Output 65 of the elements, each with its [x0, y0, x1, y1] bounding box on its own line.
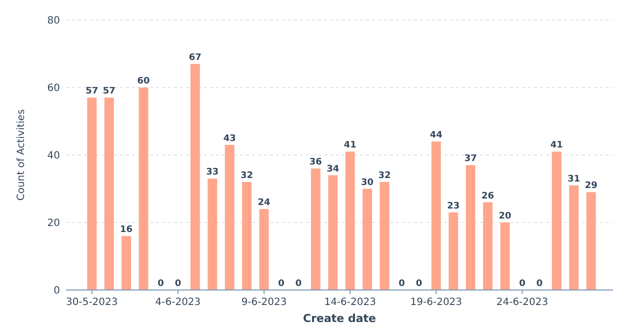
- x-tick-label: 9-6-2023: [241, 297, 287, 308]
- data-label: 0: [398, 279, 405, 289]
- data-label: 31: [568, 174, 580, 184]
- y-tick-label: 40: [47, 150, 60, 162]
- bar: [448, 212, 458, 290]
- data-label: 0: [416, 279, 422, 289]
- data-label: 36: [309, 158, 322, 168]
- y-tick-label: 0: [54, 286, 60, 296]
- data-label: 60: [137, 76, 150, 86]
- bar: [345, 152, 355, 290]
- x-axis-title: Create date: [303, 312, 376, 325]
- bar: [466, 165, 476, 290]
- y-tick-label: 60: [47, 83, 60, 94]
- data-label: 0: [519, 279, 526, 289]
- bar: [259, 209, 269, 290]
- bar: [138, 88, 148, 290]
- bar: [483, 202, 493, 290]
- data-label: 20: [498, 212, 512, 222]
- data-label: 16: [120, 225, 133, 235]
- bar: [380, 182, 390, 290]
- bar: [362, 188, 372, 290]
- data-label: 0: [295, 279, 302, 289]
- x-tick-label: 19-6-2023: [410, 297, 462, 308]
- data-label: 30: [361, 178, 374, 188]
- bar: [328, 175, 338, 290]
- x-tick-label: 30-5-2023: [66, 297, 118, 308]
- bar: [122, 236, 132, 290]
- data-label: 44: [430, 130, 442, 140]
- data-label: 0: [536, 279, 543, 289]
- data-label: 37: [464, 154, 477, 164]
- data-label: 26: [482, 191, 494, 202]
- bar: [552, 152, 562, 290]
- bar: [431, 142, 441, 290]
- y-tick-label: 80: [47, 16, 60, 26]
- bar: [190, 64, 200, 290]
- bar: [87, 98, 97, 290]
- data-label: 0: [174, 279, 182, 289]
- data-label: 29: [584, 181, 598, 192]
- bar: [569, 185, 579, 290]
- data-label: 34: [326, 164, 340, 174]
- data-label: 57: [86, 86, 98, 97]
- bar: [104, 98, 114, 290]
- data-label: 0: [158, 279, 164, 289]
- y-tick-label: 20: [47, 218, 60, 229]
- data-label: 57: [102, 86, 116, 97]
- bar: [500, 222, 510, 290]
- bar: [224, 144, 234, 290]
- bar: [586, 192, 596, 290]
- y-axis-title: Count of Activities: [16, 109, 27, 201]
- data-label: 24: [258, 198, 270, 208]
- data-label: 67: [188, 52, 202, 63]
- data-label: 33: [206, 168, 219, 178]
- data-label: 41: [550, 140, 563, 151]
- data-label: 0: [278, 279, 284, 289]
- x-tick-label: 24-6-2023: [496, 297, 548, 308]
- data-label: 43: [223, 134, 236, 144]
- data-label: 32: [240, 171, 254, 181]
- bar: [242, 182, 252, 290]
- bar: [310, 168, 320, 290]
- bar: [208, 178, 218, 290]
- x-tick-label: 14-6-2023: [324, 297, 376, 308]
- data-label: 41: [344, 140, 356, 151]
- data-label: 32: [378, 171, 391, 181]
- x-tick-label: 4-6-2023: [155, 297, 201, 308]
- data-label: 23: [447, 201, 460, 212]
